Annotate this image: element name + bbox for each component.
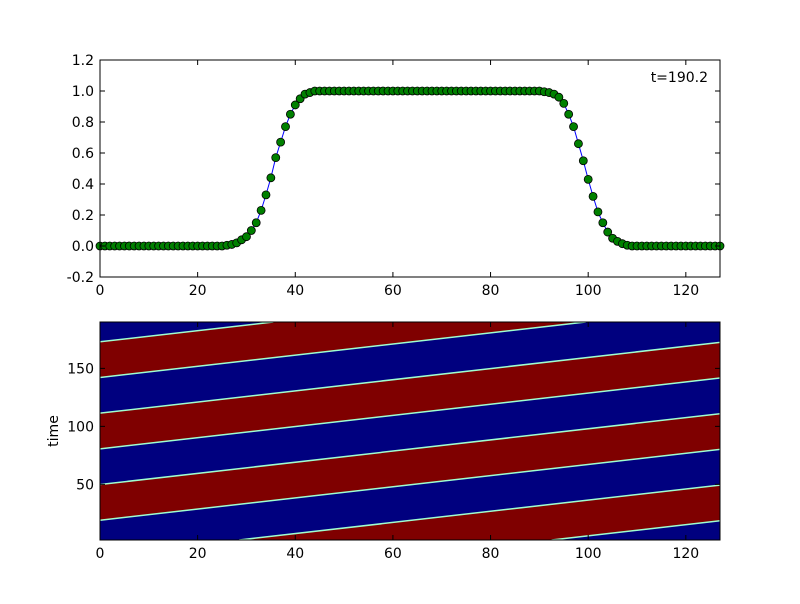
data-point <box>246 226 256 235</box>
x-tick-label: 60 <box>384 546 402 562</box>
band-front <box>100 341 720 414</box>
x-tick-label: 120 <box>672 283 699 299</box>
x-tick-label: 20 <box>189 283 207 299</box>
data-point <box>578 156 588 166</box>
y-tick-label: -0.2 <box>67 270 94 286</box>
band-front <box>100 377 720 450</box>
x-tick-label: 60 <box>384 283 402 299</box>
data-point <box>261 190 271 200</box>
data-point <box>603 227 613 237</box>
data-point <box>564 109 574 119</box>
data-point <box>256 205 266 215</box>
data-point <box>251 218 261 228</box>
y-tick-label: 0.2 <box>72 208 94 224</box>
x-tick-label: 0 <box>96 546 105 562</box>
band <box>100 342 720 449</box>
y-tick-label: 100 <box>67 419 94 435</box>
data-point <box>285 109 295 119</box>
data-point <box>559 99 569 108</box>
axes-frame <box>99 59 721 278</box>
data-point <box>281 122 290 132</box>
annotation: t=190.2 <box>651 70 708 86</box>
y-tick-label: 1.0 <box>72 84 94 100</box>
data-point <box>554 92 564 102</box>
y-tick-label: 150 <box>67 361 94 377</box>
data-point <box>266 173 276 183</box>
data-point <box>290 100 300 110</box>
y-tick-label: 0.8 <box>72 115 94 131</box>
y-tick-label: 1.2 <box>72 53 94 69</box>
x-tick-label: 20 <box>189 546 207 562</box>
x-tick-label: 80 <box>482 546 500 562</box>
band-front <box>100 322 586 379</box>
axes-frame <box>99 321 721 541</box>
x-tick-label: 100 <box>575 546 602 562</box>
data-point <box>583 174 593 184</box>
band <box>100 413 720 521</box>
x-tick-label: 120 <box>672 546 699 562</box>
x-tick-label: 40 <box>286 546 304 562</box>
y-axis-label: time <box>46 415 62 447</box>
y-tick-label: 0.4 <box>72 177 94 193</box>
data-point <box>588 191 598 201</box>
x-tick-label: 80 <box>482 283 500 299</box>
x-tick-label: 100 <box>575 283 602 299</box>
data-point <box>574 139 583 149</box>
data-point <box>271 153 281 163</box>
band-front <box>239 484 720 540</box>
band-front <box>100 448 720 521</box>
band-front <box>100 412 720 486</box>
data-point <box>598 218 608 228</box>
band <box>239 485 720 540</box>
image <box>100 322 720 540</box>
y-tick-label: 0.0 <box>72 239 94 255</box>
data-point <box>276 137 286 147</box>
data-point <box>569 122 578 132</box>
y-tick-label: 0.6 <box>72 146 94 162</box>
x-tick-label: 0 <box>96 283 105 299</box>
x-tick-label: 40 <box>286 283 304 299</box>
data-point <box>593 207 603 217</box>
data-point <box>242 232 251 242</box>
y-tick-label: 50 <box>76 477 94 493</box>
